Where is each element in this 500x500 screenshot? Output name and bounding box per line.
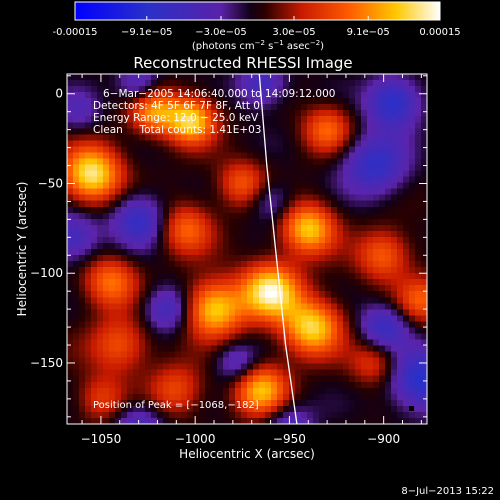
y-axis-label: Heliocentric Y (arcsec) (15, 182, 29, 317)
colorbar-tick-label: −9.1e−05 (121, 27, 173, 38)
x-tick-label: −1050 (81, 432, 122, 446)
x-axis-label: Heliocentric X (arcsec) (179, 447, 315, 461)
colorbar-tick-label: 3.0e−05 (272, 27, 315, 38)
colorbar-unit-label: (photons cm−2 s−1 asec−2) (192, 39, 324, 52)
annotation-clean-counts: Clean Total counts: 1.41E+03 (93, 124, 262, 136)
x-tick-label: −950 (273, 432, 306, 446)
colorbar-gradient (74, 1, 441, 21)
timestamp: 8−Jul−2013 15:22 (401, 486, 494, 497)
heatmap (67, 74, 427, 424)
heatmap-image (67, 74, 427, 424)
solar-limb-line (258, 74, 298, 424)
y-tick-label: −150 (30, 356, 63, 370)
peak-marker (409, 406, 414, 411)
y-tick-label: −50 (38, 176, 63, 190)
colorbar-tick-label: −3.0e−05 (195, 27, 247, 38)
annotation-energy: Energy Range: 12.0 − 25.0 keV (93, 112, 259, 124)
colorbar-tick-label: 0.00015 (419, 27, 460, 38)
x-tick-label: −900 (367, 432, 400, 446)
colorbar-tick-label: 9.1e−05 (347, 27, 390, 38)
annotation-block: 6−Mar−2005 14:06:40.000 to 14:09:12.000 … (93, 88, 335, 136)
y-tick-label: −100 (30, 266, 63, 280)
y-tick-label: 0 (55, 87, 63, 101)
plot-frame (66, 73, 428, 425)
annotation-detectors: Detectors: 4F 5F 6F 7F 8F, Att 0 (93, 100, 260, 112)
x-tick-label: −1000 (175, 432, 216, 446)
colorbar-tick-label: -0.00015 (53, 27, 98, 38)
annotation-time-range: 6−Mar−2005 14:06:40.000 to 14:09:12.000 (103, 88, 335, 100)
colorbar: -0.00015 −9.1e−05 −3.0e−05 3.0e−05 9.1e−05 0.… (53, 1, 461, 52)
peak-position-label: Position of Peak = [−1068,−182] (93, 400, 259, 411)
axis-ticks: −1050 −1000 −950 −900 0 −50 −100 −150 (30, 74, 427, 446)
chart-title: Reconstructed RHESSI Image (133, 54, 352, 72)
